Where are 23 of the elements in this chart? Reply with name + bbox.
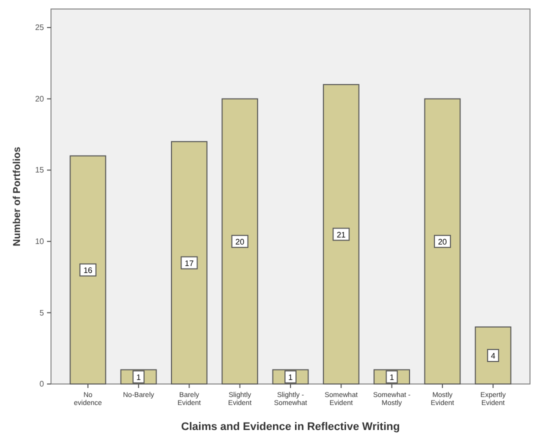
data-label: 1 xyxy=(136,372,142,382)
bar xyxy=(222,98,258,384)
data-label: 21 xyxy=(336,230,346,240)
data-label: 16 xyxy=(83,266,93,275)
y-axis-title: Number of Portfolios xyxy=(12,146,23,246)
data-label: 20 xyxy=(438,237,448,246)
bar xyxy=(170,141,208,384)
data-label: 1 xyxy=(390,372,395,382)
bar xyxy=(322,84,360,384)
y-tick-label: 15 xyxy=(35,166,45,175)
bar xyxy=(70,155,106,384)
data-label: 1 xyxy=(288,372,294,382)
y-tick-label: 0 xyxy=(40,380,45,389)
y-tick-label: 25 xyxy=(35,23,45,32)
bar xyxy=(474,326,512,384)
y-tick-label: 20 xyxy=(35,94,45,104)
bar xyxy=(424,98,461,384)
x-axis-title: Claims and Evidence in Reflective Writing xyxy=(181,421,400,433)
y-tick-label: 5 xyxy=(40,308,45,318)
data-label: 20 xyxy=(235,237,245,246)
data-label: 4 xyxy=(490,351,496,360)
data-label: 17 xyxy=(184,258,194,268)
y-tick-label: 10 xyxy=(35,236,45,246)
